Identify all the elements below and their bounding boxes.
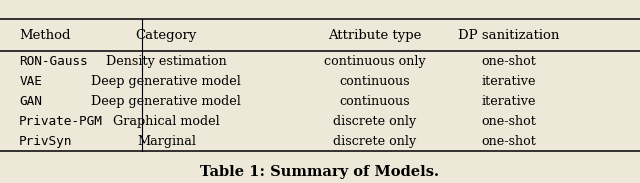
- Text: GAN: GAN: [19, 95, 42, 108]
- Text: Marginal: Marginal: [137, 135, 196, 147]
- Text: continuous: continuous: [339, 95, 410, 108]
- Text: one-shot: one-shot: [481, 135, 536, 147]
- Text: Deep generative model: Deep generative model: [92, 95, 241, 108]
- Text: iterative: iterative: [481, 75, 536, 88]
- Text: Table 1: Summary of Models.: Table 1: Summary of Models.: [200, 165, 440, 179]
- Text: iterative: iterative: [481, 95, 536, 108]
- Text: Private-PGM: Private-PGM: [19, 115, 103, 128]
- Text: Attribute type: Attribute type: [328, 29, 421, 42]
- Text: PrivSyn: PrivSyn: [19, 135, 72, 147]
- Text: discrete only: discrete only: [333, 115, 416, 128]
- Text: RON-Gauss: RON-Gauss: [19, 55, 88, 68]
- Text: DP sanitization: DP sanitization: [458, 29, 559, 42]
- Text: continuous: continuous: [339, 75, 410, 88]
- Text: VAE: VAE: [19, 75, 42, 88]
- Text: one-shot: one-shot: [481, 115, 536, 128]
- Text: continuous only: continuous only: [324, 55, 425, 68]
- Text: Category: Category: [136, 29, 197, 42]
- Text: Graphical model: Graphical model: [113, 115, 220, 128]
- Text: one-shot: one-shot: [481, 55, 536, 68]
- Text: Method: Method: [19, 29, 70, 42]
- Text: Deep generative model: Deep generative model: [92, 75, 241, 88]
- Text: discrete only: discrete only: [333, 135, 416, 147]
- Text: Density estimation: Density estimation: [106, 55, 227, 68]
